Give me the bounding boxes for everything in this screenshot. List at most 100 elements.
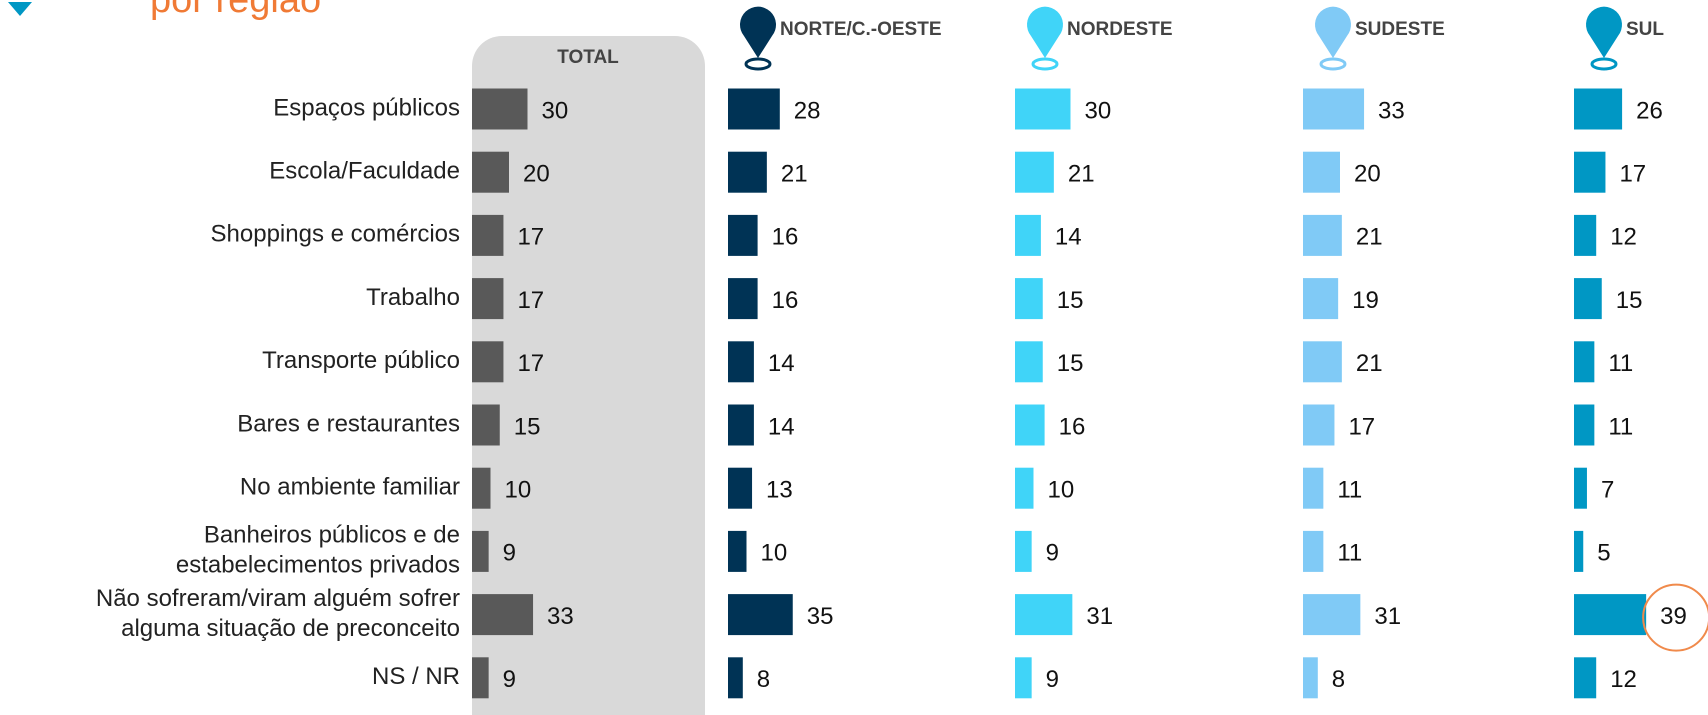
value-label: 16 [1059,413,1086,440]
value-label: 17 [517,287,544,314]
value-label: 21 [1068,161,1095,188]
value-label: 16 [772,224,799,251]
value-label: 26 [1636,97,1663,124]
pin-icon [1314,6,1351,58]
value-label: 15 [1057,350,1084,377]
bar [1015,151,1054,193]
bar [1574,530,1584,572]
bar [1303,530,1324,572]
category-label: NS / NR [372,663,460,690]
value-label: 13 [766,477,793,504]
value-label: 30 [1085,97,1112,124]
bar [472,341,504,383]
category-label: Não sofreram/viram alguém sofrer [96,585,460,612]
bar [728,151,767,193]
bar [1015,278,1043,320]
value-label: 31 [1374,603,1401,630]
value-label: 14 [768,350,795,377]
category-label: Espaços públicos [273,94,460,121]
value-label: 10 [1048,477,1075,504]
category-label: No ambiente familiar [240,474,460,501]
value-label: 20 [1354,161,1381,188]
bar [472,214,504,256]
category-label: estabelecimentos privados [176,552,460,579]
value-label: 33 [1378,97,1405,124]
bar [472,404,500,446]
series-header: NORTE/C.-OESTE [780,19,942,40]
pin-base [1031,57,1059,71]
value-label: 9 [1046,540,1059,567]
category-label: Banheiros públicos e de [204,522,460,549]
category-label: Trabalho [366,284,460,311]
value-label: 21 [1356,224,1383,251]
bar [1303,214,1342,256]
category-label: Transporte público [262,347,460,374]
bar [728,278,758,320]
bar [1303,278,1339,320]
value-label: 33 [547,603,574,630]
series-header: SUDESTE [1355,19,1445,40]
value-label: 15 [1616,287,1643,314]
bar [472,594,534,636]
highlight-circle [1642,583,1708,652]
series-header: TOTAL [557,47,619,68]
bar [728,530,747,572]
pin-icon [1586,6,1622,58]
bar [1574,151,1606,193]
pin-icon [740,6,776,58]
value-label: 11 [1337,477,1362,504]
value-label: 31 [1086,603,1113,630]
bar [472,467,491,509]
bar [1303,467,1324,509]
bar [1303,594,1361,636]
value-label: 19 [1352,287,1379,314]
value-label: 12 [1610,224,1637,251]
value-label: 11 [1608,413,1633,440]
value-label: 10 [505,477,532,504]
value-label: 15 [514,413,541,440]
bar [1303,657,1318,699]
value-label: 12 [1610,666,1637,693]
bar [1303,151,1340,193]
category-label: Shoppings e comércios [211,221,460,248]
title-icon [8,2,32,16]
bar [728,404,754,446]
value-label: 9 [1046,666,1059,693]
value-label: 15 [1057,287,1084,314]
bar [728,657,743,699]
bar [728,341,754,383]
bar [472,278,504,320]
series-header: NORDESTE [1067,19,1173,40]
value-label: 17 [1348,413,1375,440]
value-label: 9 [503,666,516,693]
bar [1303,341,1342,383]
value-label: 21 [1356,350,1383,377]
bar [1574,278,1602,320]
value-label: 21 [781,161,808,188]
bar [472,657,489,699]
value-label: 17 [517,224,544,251]
value-label: 9 [503,540,516,567]
value-label: 17 [1619,161,1646,188]
value-label: 10 [761,540,788,567]
bar [1574,404,1595,446]
bar [1574,657,1597,699]
value-label: 5 [1597,540,1610,567]
value-label: 14 [768,413,795,440]
bar [472,530,489,572]
bar [1015,467,1034,509]
bar [1574,214,1597,256]
value-label: 11 [1608,350,1633,377]
bar [728,214,758,256]
value-label: 30 [542,97,569,124]
category-label: Escola/Faculdade [269,158,460,185]
bar [1015,341,1043,383]
category-label: Bares e restaurantes [237,410,460,437]
value-label: 7 [1601,477,1614,504]
bar [1303,88,1365,130]
bar [1303,404,1335,446]
bar [1015,530,1032,572]
value-label: 8 [1332,666,1345,693]
bar [728,594,793,636]
